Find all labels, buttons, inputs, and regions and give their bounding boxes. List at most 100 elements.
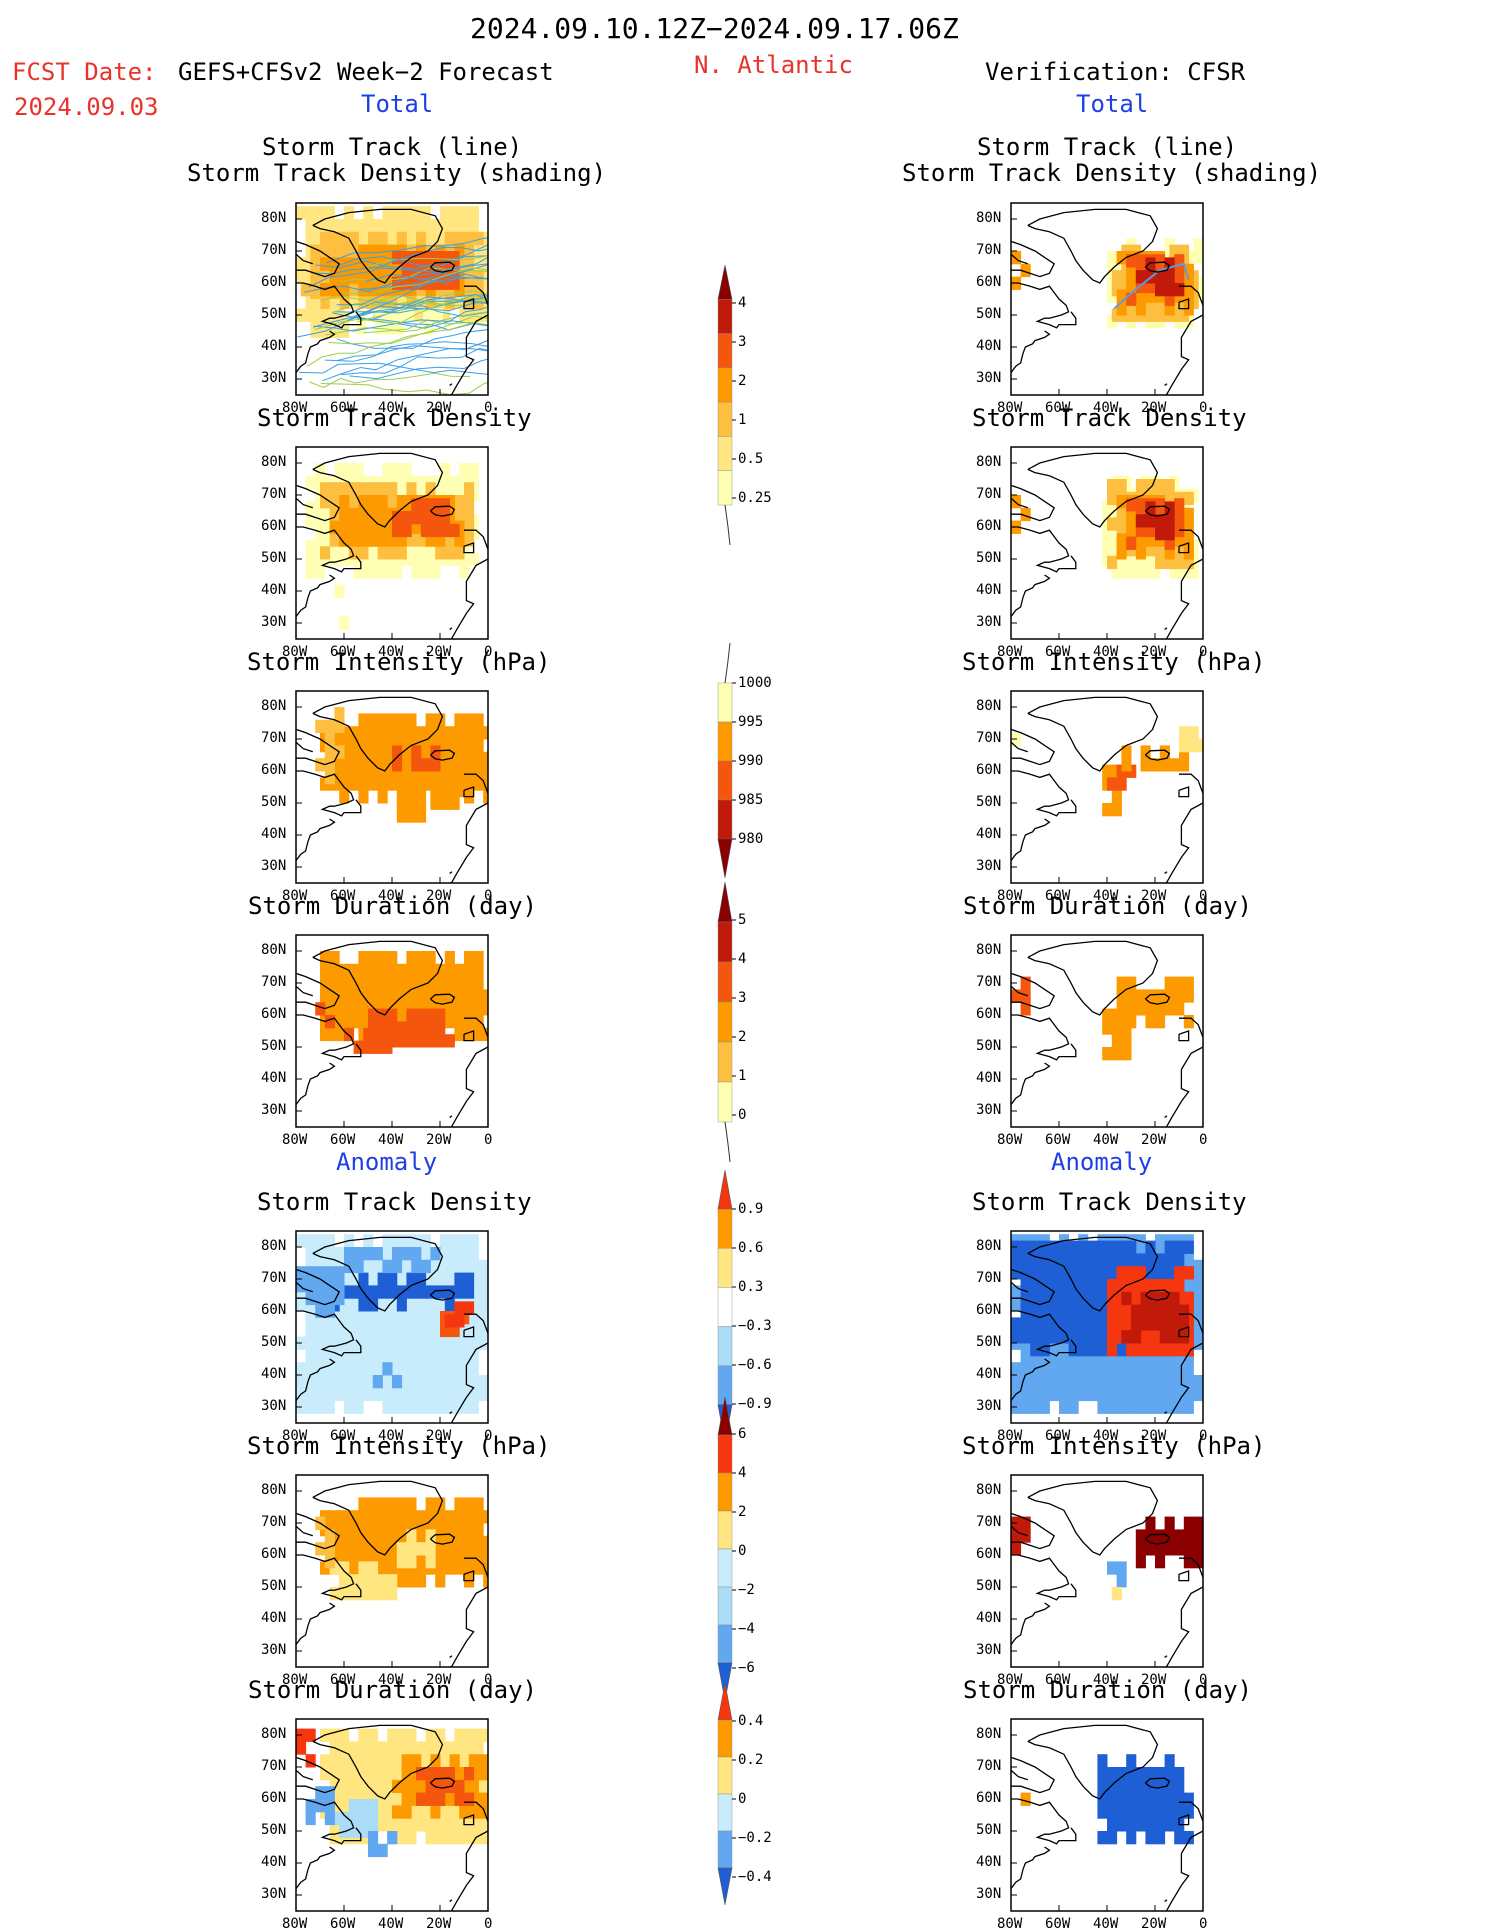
map-r1-left-cell [449,475,460,490]
map-r4-right-cell [1126,1362,1137,1376]
map-r6-right-lat-label: 70N [976,1758,1002,1774]
map-r6-right-cell [1174,1805,1185,1819]
map-r3-left-cell [387,989,398,1003]
map-r4-left-cell [454,1301,465,1315]
map-r1-right-cell [1145,501,1156,515]
map-r4-left-cell [444,1285,455,1299]
map-r4-right-lat-label: 60N [976,1302,1002,1318]
map-r6-left-cell [348,1799,359,1813]
map-r4-right-cell [1030,1343,1041,1357]
map-r5-left-cell [377,1574,388,1588]
map-r3-right-cell [1183,1015,1194,1029]
map-r5-right-lat-label: 30N [976,1642,1002,1658]
map-r4-right-cell [1068,1253,1079,1267]
map-r6-left-cell [368,1779,379,1794]
map-r4-left-cell [392,1349,403,1363]
map-r2-left-cell [387,726,398,740]
map-r3-right-lat-label: 80N [976,942,1002,958]
map-r3-left-cell [406,963,417,978]
map-r4-right-cell [1145,1266,1156,1280]
map-r4-left-cell [392,1247,403,1261]
map-r0-left-lon-label: 60W [330,400,356,416]
map-r3-right [1010,934,1204,1128]
map-r4-right-cell [1059,1317,1070,1331]
map-r1-left-cell [339,482,350,496]
map-r4-right-cell [1164,1343,1175,1357]
map-r3-left-cell [454,1027,465,1042]
map-r5-left-cell [406,1497,417,1511]
colorbar-2-label: 3 [738,990,747,1006]
map-r4-right-cell [1078,1266,1089,1280]
map-r0-left-cell [478,244,488,258]
map-r3-left-cell [473,976,484,990]
colorbar-5-label: −0.4 [738,1869,772,1885]
map-r4-left-cell [478,1311,488,1325]
map-r3-left-cell [473,963,484,978]
map-r2-right-coastline [1164,871,1168,874]
map-r5-left [295,1474,489,1668]
map-r0-left-track [357,263,488,291]
map-r5-right-cell [1107,1561,1118,1575]
model-label: GEFS+CFSv2 Week−2 Forecast [178,58,554,86]
map-r4-left-cell [401,1259,412,1274]
map-r0-left-cell [377,283,388,297]
map-r2-left-cell [315,758,326,772]
map-r5-right-cell [1155,1542,1166,1556]
map-r0-left-cell [449,251,460,265]
map-r1-right-cell [1164,555,1175,570]
map-r0-left-cell [464,231,475,246]
map-r4-left-cell [430,1400,441,1414]
map-r0-left-track [313,306,488,332]
map-r2-left-cell [339,790,350,804]
map-r2-left-cell [358,739,369,753]
map-r2-left-cell [348,764,359,778]
colorbar-3-label: 0.9 [738,1201,764,1217]
map-r4-left-cell [334,1336,345,1350]
map-r4-left-cell [315,1304,326,1318]
map-r0-left-cell [296,257,307,271]
map-r1-right-lon-label: 0 [1199,644,1208,660]
map-r3-left-cell [483,989,488,1003]
map-r1-left-cell [420,498,431,512]
colorbar-3-label: 0.3 [738,1279,764,1295]
map-r4-right-cell [1169,1291,1180,1306]
map-r2-left-coastline [312,696,444,772]
map-r1-left-cell [315,463,326,477]
map-r1-right-coastline [1011,574,1051,619]
map-r4-left-cell [358,1272,369,1286]
map-r5-left-cell [368,1548,379,1562]
map-r0-left-cell [372,219,383,233]
map-r4-left-cell [449,1336,460,1350]
map-r0-left-track [309,372,471,389]
map-r6-left [295,1718,489,1912]
map-r6-left-cell [444,1741,455,1755]
map-r0-left-cell [329,231,340,246]
map-r6-right-cell [1164,1792,1175,1806]
map-r1-left-coastline [296,484,341,522]
map-r0-right-coastline [1011,282,1077,329]
map-r4-left-cell [411,1247,422,1261]
map-r4-left-cell [411,1400,422,1414]
map-r2-left-cell [430,783,441,798]
map-r2-right-cell [1107,777,1118,791]
colorbar-4-label: −6 [738,1660,755,1676]
map-r0-left-cell [320,295,331,310]
map-r6-right-cell [1164,1818,1175,1832]
map-r5-right-coastline [1179,1557,1203,1578]
map-r1-left-cell [339,495,350,509]
map-r4-left-cell [334,1375,345,1389]
map-r4-left-coastline [449,1411,453,1414]
map-r4-left-cell [372,1349,383,1363]
map-r0-right-cell [1111,270,1122,284]
map-r2-left-field [296,696,488,883]
map-r3-left-cell [377,1008,388,1022]
map-r6-left-coastline [312,1724,444,1800]
map-r0-right-cell [1183,289,1194,303]
map-r4-right-cell [1121,1330,1132,1344]
map-r0-left-track [361,294,488,317]
map-r4-right-cell [1087,1330,1098,1344]
map-r6-left-cell [430,1805,441,1819]
map-r0-left-cell [368,231,379,246]
map-r0-left-cell [329,283,340,297]
map-r5-left-cell [396,1542,407,1556]
